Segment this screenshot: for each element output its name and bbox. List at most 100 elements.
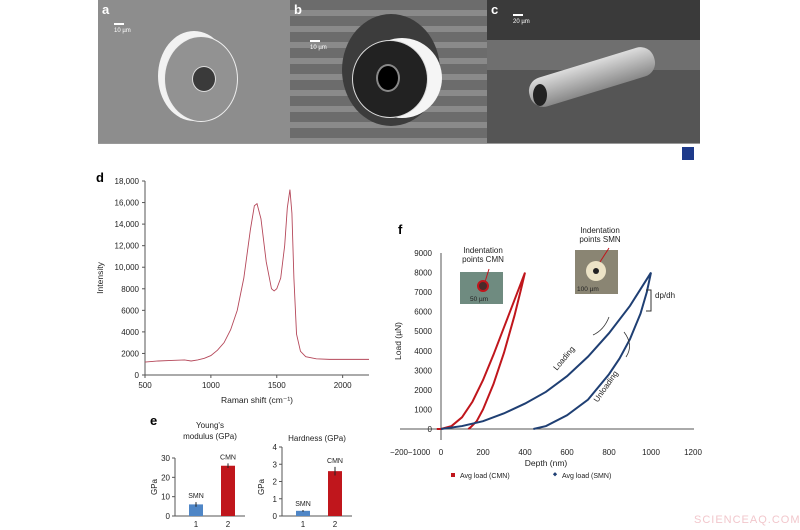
scale-bar-c: 20 µm <box>513 14 530 25</box>
y-axis-label: Intensity <box>95 261 105 293</box>
x-tick-label: 800 <box>602 448 616 457</box>
x-tick-label: 600 <box>560 448 574 457</box>
loading-arrow-icon <box>592 316 610 336</box>
bar <box>328 471 342 516</box>
inset-scale-smn: 100 µm <box>577 286 599 293</box>
sem-info-bar-a <box>98 143 290 163</box>
bar <box>189 504 203 516</box>
sem-image-a <box>98 0 290 143</box>
scale-bar-a: 10 µm <box>114 23 131 34</box>
annotation-dp-dh: dp/dh <box>655 291 675 300</box>
y-tick-label: 18,000 <box>115 177 140 186</box>
sem-image-b <box>290 0 487 143</box>
y-tick-label: 10 <box>161 493 170 502</box>
y-tick-label: 7000 <box>414 288 432 297</box>
y-tick-label: 1 <box>273 495 278 504</box>
bar <box>296 510 310 516</box>
watermark: SCIENCEAQ.COM <box>694 514 800 526</box>
x-tick-label: 2 <box>333 520 338 529</box>
x-tick-label: 2000 <box>334 381 352 390</box>
slope-bracket <box>646 289 652 312</box>
legend-marker-diamond <box>552 472 558 477</box>
y-tick-label: 4 <box>273 443 278 452</box>
unloading-arrow-icon <box>623 331 630 358</box>
y-axis-label: Load (µN) <box>393 322 403 360</box>
bar-chart-title: modulus (GPa) <box>183 432 237 441</box>
x-tick-label: 1200 <box>684 448 702 457</box>
y-tick-label: 4000 <box>121 328 139 337</box>
x-tick-label: 1500 <box>268 381 286 390</box>
x-tick-label: 500 <box>138 381 152 390</box>
inset-title-cmn: Indentation <box>463 246 503 255</box>
bar-data-label: CMN <box>220 454 236 461</box>
pointer-arrow-smn <box>599 247 610 263</box>
bar-data-label: CMN <box>327 458 343 465</box>
y-tick-label: 12,000 <box>115 242 140 251</box>
y-tick-label: 6000 <box>121 306 139 315</box>
legend-marker-square <box>451 473 455 477</box>
y-tick-label: 20 <box>161 473 170 482</box>
indentation-point-cmn <box>477 280 489 292</box>
x-tick-label: 1 <box>301 520 306 529</box>
y-tick-label: 2000 <box>414 386 432 395</box>
panel-label-f: f <box>398 222 403 237</box>
bar <box>221 465 235 516</box>
bar-data-label: SMN <box>295 501 311 508</box>
x-tick-label: −1000 <box>408 448 431 457</box>
y-tick-label: 5000 <box>414 327 432 336</box>
y-tick-label: 14,000 <box>115 220 140 229</box>
sem-panel-c: c 20 µm <box>487 0 700 163</box>
y-tick-label: 2000 <box>121 349 139 358</box>
y-tick-label: 0 <box>273 512 278 521</box>
sem-panel-b: b 10 µm <box>290 0 487 163</box>
annotation-loading: Loading <box>551 345 576 373</box>
y-tick-label: 30 <box>161 454 170 463</box>
x-tick-label: 2 <box>226 520 231 529</box>
y-tick-label: 0 <box>166 512 171 521</box>
inset-title-smn: Indentation <box>580 226 620 235</box>
x-tick-label: 0 <box>439 448 444 457</box>
scale-bar-b: 10 µm <box>310 40 327 51</box>
bar-chart-title: Young's <box>196 421 224 430</box>
sem-info-bar-b <box>290 143 487 163</box>
y-tick-label: 8000 <box>121 285 139 294</box>
y-tick-label: 2 <box>273 478 278 487</box>
y-tick-label: 0 <box>135 371 140 380</box>
x-tick-label: 1000 <box>202 381 220 390</box>
y-axis-label: GPa <box>257 478 266 495</box>
panel-label-d: d <box>96 170 104 185</box>
y-tick-label: 3000 <box>414 366 432 375</box>
panel-label-e: e <box>150 413 158 428</box>
y-tick-label: 10,000 <box>115 263 140 272</box>
bar-data-label: SMN <box>188 493 204 500</box>
panel-label-c: c <box>491 2 499 17</box>
legend-label: Avg load (SMN) <box>562 473 611 480</box>
y-tick-label: 1000 <box>414 405 432 414</box>
x-tick-label: 1000 <box>642 448 660 457</box>
series-line-smn <box>440 272 652 430</box>
y-tick-label: 0 <box>428 425 433 434</box>
y-tick-label: 3 <box>273 460 278 469</box>
y-tick-label: 9000 <box>414 249 432 258</box>
y-tick-label: 8000 <box>414 269 432 278</box>
x-axis-label: Depth (nm) <box>525 458 568 468</box>
sem-panel-a: a 10 µm <box>98 0 290 163</box>
legend-label: Avg load (CMN) <box>460 473 510 480</box>
y-tick-label: 16,000 <box>115 199 140 208</box>
x-tick-label: −200 <box>390 448 409 457</box>
x-tick-label: 1 <box>194 520 199 529</box>
inset-title-cmn: points CMN <box>462 255 504 264</box>
series-line-cmn <box>436 272 526 430</box>
panel-label-b: b <box>294 2 302 17</box>
y-tick-label: 6000 <box>414 308 432 317</box>
inset-title-smn: points SMN <box>579 235 621 244</box>
indentation-point-smn <box>593 268 599 274</box>
inset-scale-cmn: 50 µm <box>470 296 488 303</box>
y-tick-label: 4000 <box>414 347 432 356</box>
pointer-arrow-cmn <box>484 268 490 283</box>
bar-chart-title: Hardness (GPa) <box>288 434 346 443</box>
panel-label-a: a <box>102 2 110 17</box>
sem-info-bar-c <box>487 143 700 163</box>
raman-spectrum-line <box>144 189 369 363</box>
